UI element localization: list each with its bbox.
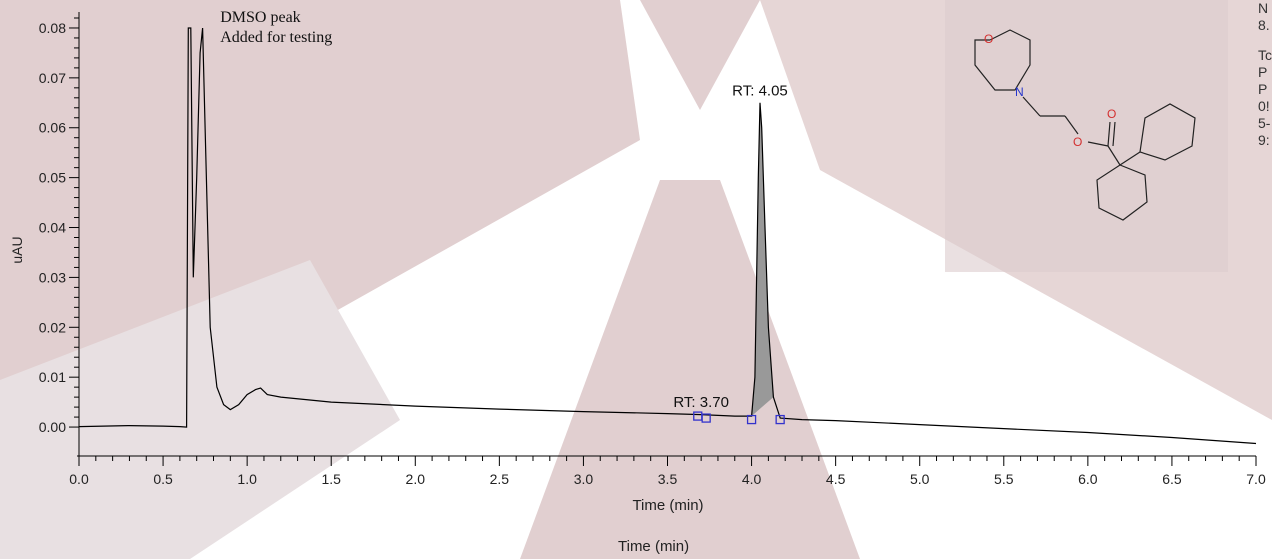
x-tick-label: 1.5 [321, 471, 341, 487]
side-text-line: P [1258, 64, 1268, 80]
annotation-label: DMSO peak [220, 9, 300, 26]
annotation-label: Added for testing [220, 29, 332, 46]
x-tick-label: 4.5 [826, 471, 846, 487]
atom-label-o3: O [1107, 107, 1116, 121]
integration-marker [746, 414, 757, 425]
integration-marker [701, 413, 711, 423]
atom-label-o2: O [1073, 135, 1082, 149]
axes: 0.00 0.01 0.02 0.03 0.04 0.05 0.06 0.07 0.08 0.0 0… [39, 12, 1266, 487]
y-tick-label: 0.07 [39, 70, 66, 86]
y-tick-label: 0.04 [39, 220, 66, 236]
side-text-line: 0! [1258, 98, 1270, 114]
y-tick-label: 0.00 [39, 419, 66, 435]
integration-marker [775, 414, 785, 425]
integration-marker [693, 411, 703, 421]
chromatogram-trace [78, 27, 1257, 445]
y-tick-label: 0.08 [39, 20, 66, 36]
chemical-structure [974, 29, 1196, 221]
y-tick-label: 0.05 [39, 170, 66, 186]
side-text-line: Tc [1258, 47, 1272, 63]
side-text-line: N [1258, 0, 1269, 16]
side-text-line: 5- [1258, 115, 1271, 131]
x-tick-label: 0.5 [153, 471, 173, 487]
side-text-line: 9: [1258, 132, 1270, 148]
annotation-layer: DMSO peak Added for testing RT: 4.05 RT: 3.… [220, 9, 788, 411]
x-tick-label: 1.0 [237, 471, 257, 487]
x-tick-label: 5.0 [910, 471, 930, 487]
x-tick-label: 6.5 [1162, 471, 1182, 487]
secondary-x-axis-label: Time (min) [618, 538, 690, 555]
atom-label-o1: O [984, 32, 993, 46]
x-tick-label: 2.5 [490, 471, 510, 487]
x-tick-label: 0.0 [69, 471, 89, 487]
trace-layer [78, 27, 1257, 445]
x-tick-label: 2.0 [406, 471, 426, 487]
y-tick-label: 0.01 [39, 369, 66, 385]
x-tick-label: 3.0 [574, 471, 594, 487]
atom-label-n: N [1015, 85, 1024, 99]
side-text-line: P [1258, 81, 1268, 97]
x-tick-label: 7.0 [1246, 471, 1266, 487]
y-tick-label: 0.03 [39, 269, 66, 285]
annotation-label: RT: 3.70 [673, 394, 729, 411]
annotation-label: RT: 4.05 [732, 82, 788, 99]
y-axis-label: uAU [9, 236, 25, 263]
side-text-line: 8. [1258, 17, 1270, 33]
x-tick-label: 5.5 [994, 471, 1014, 487]
y-tick-label: 0.02 [39, 319, 66, 335]
integrated-peak-area [751, 102, 774, 417]
x-tick-label: 6.0 [1078, 471, 1098, 487]
x-tick-label: 3.5 [658, 471, 678, 487]
x-tick-label: 4.0 [742, 471, 762, 487]
y-tick-label: 0.06 [39, 120, 66, 136]
x-axis-label: Time (min) [632, 497, 703, 514]
